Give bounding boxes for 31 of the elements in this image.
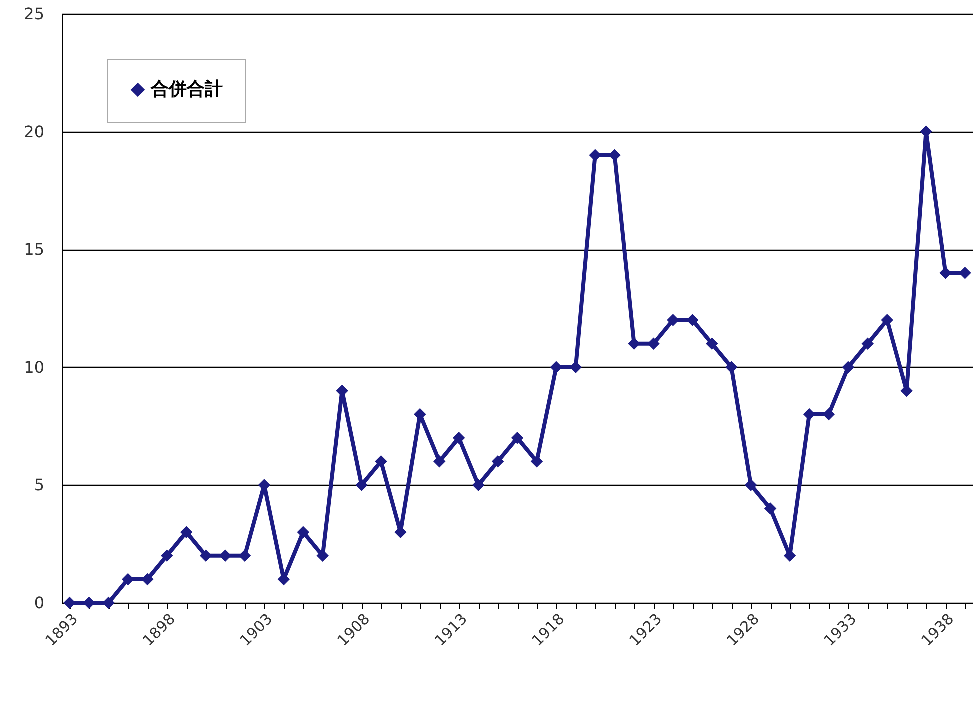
- point: [472, 479, 485, 492]
- point: [628, 338, 640, 350]
- y-tick-label: 15: [24, 240, 44, 260]
- point: [726, 361, 738, 374]
- y-tick-label: 0: [34, 594, 44, 612]
- point: [744, 479, 758, 492]
- point: [511, 432, 524, 444]
- y-tick-label: 5: [34, 476, 44, 495]
- point: [297, 526, 310, 538]
- point: [959, 267, 972, 280]
- legend-label: 合併合計: [150, 79, 223, 100]
- point: [686, 314, 699, 326]
- point: [940, 267, 952, 280]
- point: [492, 456, 504, 468]
- point: [706, 338, 718, 350]
- point: [862, 338, 874, 350]
- point: [434, 456, 446, 468]
- point: [530, 456, 544, 468]
- point: [648, 338, 660, 350]
- point: [881, 314, 894, 326]
- point: [375, 456, 388, 468]
- y-tick-label: 10: [24, 358, 44, 377]
- point: [180, 526, 193, 538]
- point: [589, 149, 602, 162]
- point: [160, 550, 174, 562]
- point: [764, 502, 777, 515]
- point: [452, 432, 466, 444]
- y-tick-label: 20: [24, 122, 44, 142]
- point: [356, 479, 368, 492]
- y-tick-label: 25: [24, 4, 44, 24]
- point: [842, 361, 855, 374]
